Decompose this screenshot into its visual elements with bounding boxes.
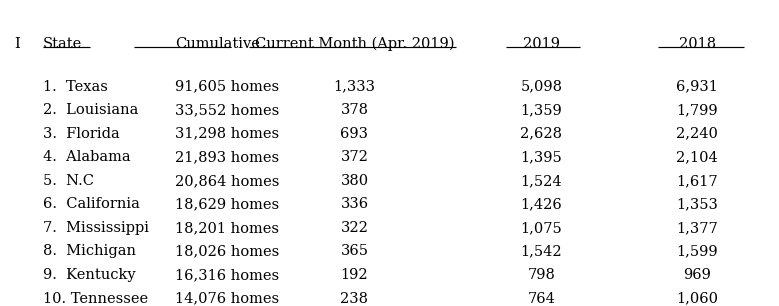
Text: 2019: 2019 xyxy=(523,37,560,51)
Text: 6,931: 6,931 xyxy=(676,80,718,94)
Text: 1,542: 1,542 xyxy=(520,244,562,259)
Text: 21,893 homes: 21,893 homes xyxy=(175,150,280,164)
Text: 1,075: 1,075 xyxy=(520,221,562,235)
Text: 238: 238 xyxy=(340,292,368,306)
Text: 9.  Kentucky: 9. Kentucky xyxy=(43,268,136,282)
Text: 1,524: 1,524 xyxy=(520,174,562,188)
Text: State: State xyxy=(43,37,82,51)
Text: 1,060: 1,060 xyxy=(676,292,718,306)
Text: Cumulative: Cumulative xyxy=(175,37,260,51)
Text: 1,617: 1,617 xyxy=(676,174,718,188)
Text: 2,104: 2,104 xyxy=(676,150,718,164)
Text: 1,599: 1,599 xyxy=(676,244,718,259)
Text: 4.  Alabama: 4. Alabama xyxy=(43,150,130,164)
Text: 764: 764 xyxy=(527,292,555,306)
Text: 1,359: 1,359 xyxy=(520,103,562,117)
Text: 5.  N.C: 5. N.C xyxy=(43,174,93,188)
Text: 378: 378 xyxy=(340,103,368,117)
Text: 20,864 homes: 20,864 homes xyxy=(175,174,280,188)
Text: 1,333: 1,333 xyxy=(333,80,375,94)
Text: 969: 969 xyxy=(683,268,711,282)
Text: 16,316 homes: 16,316 homes xyxy=(175,268,280,282)
Text: 372: 372 xyxy=(340,150,368,164)
Text: 2.  Louisiana: 2. Louisiana xyxy=(43,103,138,117)
Text: 18,026 homes: 18,026 homes xyxy=(175,244,280,259)
Text: 2,240: 2,240 xyxy=(676,127,718,141)
Text: 1,426: 1,426 xyxy=(520,197,562,211)
Text: 336: 336 xyxy=(340,197,368,211)
Text: 31,298 homes: 31,298 homes xyxy=(175,127,280,141)
Text: 1,395: 1,395 xyxy=(520,150,562,164)
Text: 1.  Texas: 1. Texas xyxy=(43,80,108,94)
Text: 7.  Mississippi: 7. Mississippi xyxy=(43,221,149,235)
Text: 8.  Michigan: 8. Michigan xyxy=(43,244,136,259)
Text: 380: 380 xyxy=(340,174,368,188)
Text: 18,201 homes: 18,201 homes xyxy=(175,221,280,235)
Text: 2018: 2018 xyxy=(679,37,716,51)
Text: 1,377: 1,377 xyxy=(676,221,718,235)
Text: 322: 322 xyxy=(340,221,368,235)
Text: I: I xyxy=(14,37,19,51)
Text: 192: 192 xyxy=(340,268,368,282)
Text: 2,628: 2,628 xyxy=(520,127,562,141)
Text: 18,629 homes: 18,629 homes xyxy=(175,197,280,211)
Text: 14,076 homes: 14,076 homes xyxy=(175,292,280,306)
Text: 1,353: 1,353 xyxy=(676,197,718,211)
Text: Current Month (Apr. 2019): Current Month (Apr. 2019) xyxy=(255,37,454,51)
Text: 365: 365 xyxy=(340,244,368,259)
Text: 91,605 homes: 91,605 homes xyxy=(175,80,280,94)
Text: 1,799: 1,799 xyxy=(676,103,718,117)
Text: 33,552 homes: 33,552 homes xyxy=(175,103,280,117)
Text: 5,098: 5,098 xyxy=(520,80,562,94)
Text: 10. Tennessee: 10. Tennessee xyxy=(43,292,148,306)
Text: 6.  California: 6. California xyxy=(43,197,139,211)
Text: 693: 693 xyxy=(340,127,368,141)
Text: 798: 798 xyxy=(527,268,555,282)
Text: 3.  Florida: 3. Florida xyxy=(43,127,120,141)
